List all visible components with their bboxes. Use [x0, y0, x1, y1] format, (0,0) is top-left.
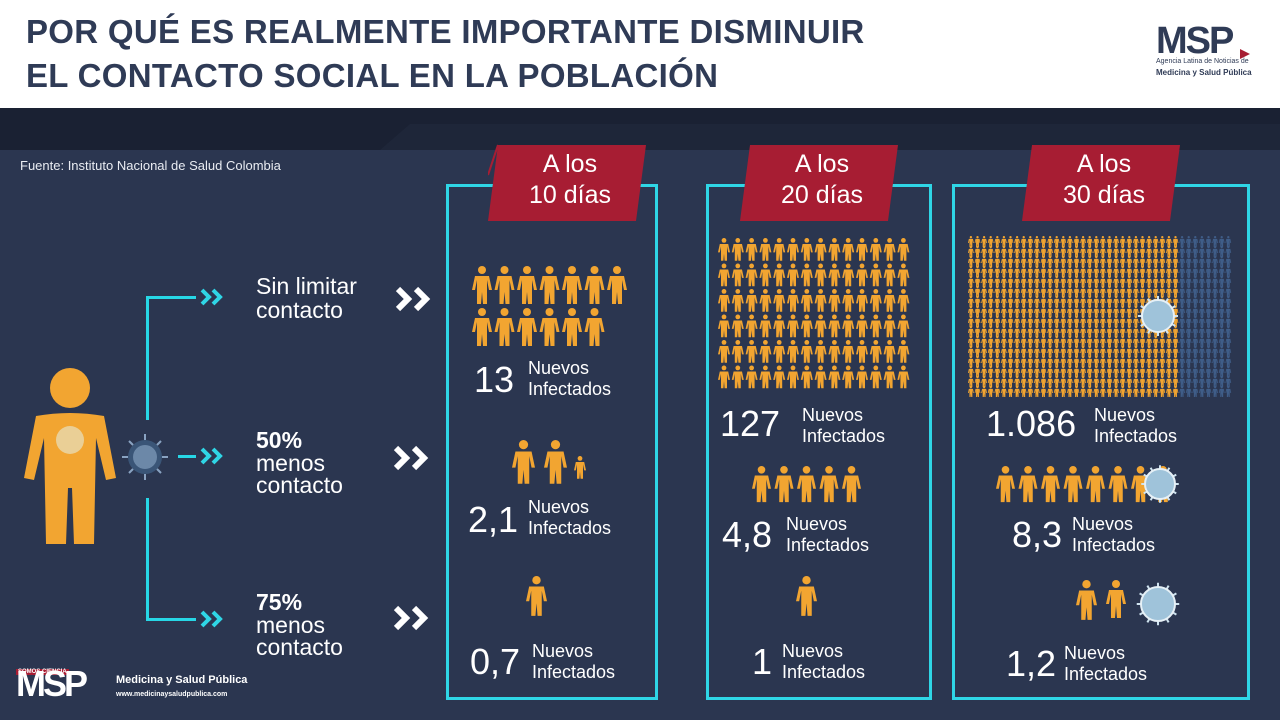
- branch-middle: [178, 455, 196, 458]
- chevron-right-icon: [200, 610, 223, 628]
- caption-line: Nuevos: [802, 405, 864, 425]
- row-label-percent: 75%: [256, 589, 303, 615]
- caption-10-nolimit: Nuevos Infectados: [528, 358, 611, 400]
- title-line-2: EL CONTACTO SOCIAL EN LA POBLACIÓN: [26, 57, 719, 94]
- person-icon: [24, 368, 116, 544]
- ribbon-20-days: A los 20 días: [740, 145, 898, 221]
- ribbon-text: A los 20 días: [748, 145, 896, 219]
- msp-logo: MSP Agencia Latina de Noticias de Medici…: [1152, 22, 1256, 86]
- source-note: Fuente: Instituto Nacional de Salud Colo…: [20, 158, 281, 173]
- ribbon-line: 30 días: [1062, 181, 1145, 209]
- value-30-nolimit: 1.086: [986, 403, 1077, 444]
- caption-20-50: Nuevos Infectados: [786, 514, 869, 556]
- ribbon-line: A los: [542, 150, 598, 178]
- chevron-right-icon: [393, 605, 429, 631]
- caption-line: Nuevos: [532, 641, 594, 661]
- logo-name: Medicina y Salud Pública: [116, 674, 248, 686]
- caption-line: Infectados: [786, 535, 870, 555]
- caption-line: Infectados: [528, 379, 612, 399]
- row-label-no-limit: Sin limitar contacto: [256, 274, 357, 322]
- caption-line: Infectados: [1064, 664, 1148, 684]
- caption-line: Infectados: [528, 518, 612, 538]
- value-30-75: 1,2: [1006, 643, 1057, 684]
- logo-name: Medicina y Salud Pública: [1156, 68, 1252, 77]
- caption-line: Nuevos: [1064, 643, 1126, 663]
- value-10-50: 2,1: [468, 499, 519, 540]
- branch-vertical-bottom: [146, 498, 149, 620]
- caption-line: Infectados: [1072, 535, 1156, 555]
- row-label-percent: 50%: [256, 427, 303, 453]
- page-title: POR QUÉ ES REALMENTE IMPORTANTE DISMINUI…: [26, 10, 865, 98]
- ribbon-30-days: A los 30 días: [1022, 145, 1180, 221]
- caption-line: Nuevos: [1072, 514, 1134, 534]
- chevron-right-icon: [200, 288, 223, 306]
- branch-top: [146, 296, 196, 299]
- top-band: [0, 108, 1280, 150]
- row-label-line: menos: [256, 450, 326, 476]
- row-label-line: Sin limitar: [256, 273, 357, 299]
- caption-line: Infectados: [782, 662, 866, 682]
- logo-url: www.medicinaysaludpublica.com: [116, 691, 228, 698]
- caption-20-75: Nuevos Infectados: [782, 641, 865, 683]
- value-20-nolimit: 127: [720, 403, 781, 444]
- header: POR QUÉ ES REALMENTE IMPORTANTE DISMINUI…: [0, 0, 1280, 108]
- logo-mark: MSP: [1156, 20, 1234, 62]
- caption-line: Infectados: [532, 662, 616, 682]
- row-label-50: 50% menos contacto: [256, 427, 343, 498]
- caption-30-50: Nuevos Infectados: [1072, 514, 1155, 556]
- play-icon: [1240, 49, 1250, 59]
- value-20-75: 1: [752, 641, 773, 682]
- ribbon-shape: [740, 145, 898, 221]
- logo-top-tag: SOMOS CIENCIA: [16, 669, 69, 675]
- ribbon-line: A los: [1076, 150, 1132, 178]
- chevron-right-icon: [395, 286, 431, 312]
- caption-30-75: Nuevos Infectados: [1064, 643, 1147, 685]
- ribbon-line: A los: [794, 150, 850, 178]
- logo-tagline: Agencia Latina de Noticias de: [1156, 58, 1249, 65]
- caption-10-50: Nuevos Infectados: [528, 497, 611, 539]
- caption-line: Nuevos: [528, 497, 590, 517]
- row-label-75: 75% menos contacto: [256, 589, 343, 660]
- ribbon-text: A los 10 días: [496, 145, 644, 219]
- ribbon-line: 10 días: [528, 181, 611, 209]
- ribbon-shape: [488, 144, 646, 221]
- chevron-right-icon: [393, 445, 429, 471]
- caption-line: Nuevos: [782, 641, 844, 661]
- ribbon-text: A los 30 días: [1030, 145, 1178, 219]
- virus-icon: [122, 434, 168, 480]
- caption-20-nolimit: Nuevos Infectados: [802, 405, 885, 447]
- branch-bottom: [146, 618, 196, 621]
- row-label-line: contacto: [256, 297, 343, 323]
- band-shape: [0, 108, 1280, 150]
- caption-30-nolimit: Nuevos Infectados: [1094, 405, 1177, 447]
- ribbon-shape: [1022, 145, 1180, 221]
- value-20-50: 4,8: [722, 514, 773, 555]
- row-label-line: contacto: [256, 472, 343, 498]
- caption-line: Nuevos: [528, 358, 590, 378]
- panel-10-days: [446, 184, 658, 700]
- row-label-line: menos: [256, 612, 326, 638]
- value-30-50: 8,3: [1012, 514, 1063, 555]
- caption-line: Nuevos: [1094, 405, 1156, 425]
- caption-line: Infectados: [1094, 426, 1178, 446]
- value-10-75: 0,7: [470, 641, 521, 682]
- logo-mark: MSP: [16, 663, 88, 704]
- chevron-right-icon: [200, 447, 223, 465]
- ribbon-line: 20 días: [780, 181, 863, 209]
- caption-line: Nuevos: [786, 514, 848, 534]
- bottom-logo: SOMOS CIENCIA MSP Medicina y Salud Públi…: [16, 660, 247, 702]
- ribbon-10-days: A los 10 días: [488, 144, 646, 221]
- title-line-1: POR QUÉ ES REALMENTE IMPORTANTE DISMINUI…: [26, 13, 865, 50]
- value-10-nolimit: 13: [474, 359, 515, 400]
- caption-line: Infectados: [802, 426, 886, 446]
- row-label-line: contacto: [256, 634, 343, 660]
- branch-vertical-top: [146, 296, 149, 420]
- caption-10-75: Nuevos Infectados: [532, 641, 615, 683]
